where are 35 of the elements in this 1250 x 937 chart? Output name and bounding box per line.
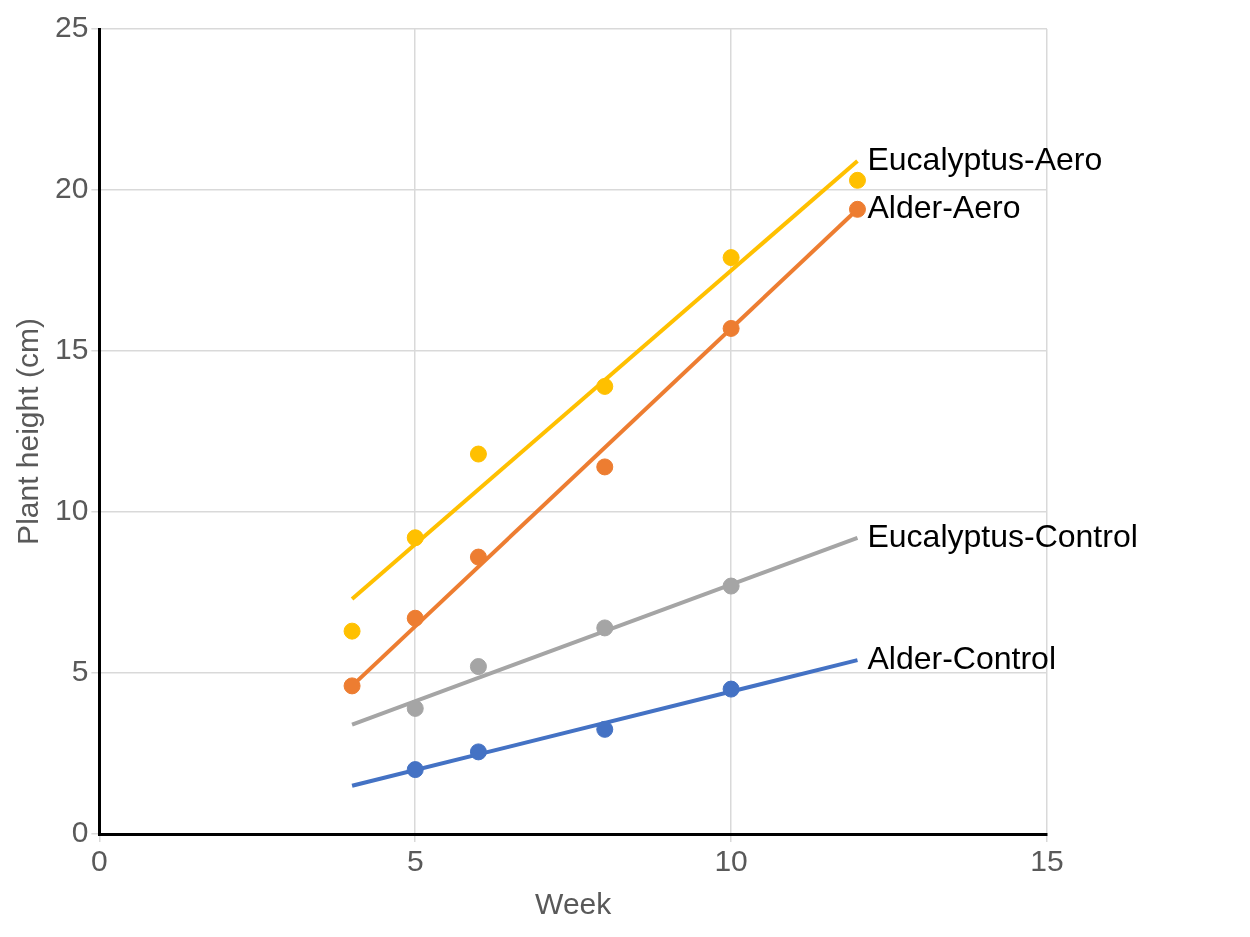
point bbox=[406, 529, 424, 547]
point bbox=[406, 699, 424, 717]
point bbox=[596, 377, 614, 395]
series-label: Eucalyptus-Control bbox=[867, 517, 1138, 554]
y-axis-title: Plant height (cm) bbox=[11, 318, 45, 545]
point bbox=[406, 761, 424, 779]
point bbox=[722, 249, 740, 267]
point bbox=[722, 319, 740, 337]
x-tick-label: 15 bbox=[1030, 844, 1064, 878]
y-tick-label: 0 bbox=[71, 815, 89, 849]
point bbox=[343, 677, 361, 695]
y-tick-label: 5 bbox=[71, 654, 89, 688]
point bbox=[469, 548, 487, 566]
x-tick-label: 5 bbox=[406, 844, 424, 878]
y-tick-label: 20 bbox=[54, 171, 89, 205]
y-tick-label: 10 bbox=[54, 493, 89, 527]
point bbox=[722, 680, 740, 698]
point bbox=[406, 609, 424, 627]
point bbox=[596, 619, 614, 637]
series-label: Alder-Control bbox=[867, 639, 1056, 676]
point bbox=[848, 171, 866, 189]
x-tick-label: 10 bbox=[714, 844, 748, 878]
x-axis-title: Week bbox=[535, 887, 613, 921]
point bbox=[343, 622, 361, 640]
y-tick-label: 25 bbox=[54, 10, 89, 44]
series-label: Alder-Aero bbox=[867, 189, 1021, 226]
point bbox=[469, 743, 487, 761]
point bbox=[596, 458, 614, 476]
point bbox=[469, 658, 487, 676]
point bbox=[469, 445, 487, 463]
series-label: Eucalyptus-Aero bbox=[867, 140, 1103, 177]
point bbox=[596, 720, 614, 738]
point bbox=[848, 200, 866, 218]
point bbox=[722, 577, 740, 595]
y-tick-label: 15 bbox=[54, 332, 89, 366]
